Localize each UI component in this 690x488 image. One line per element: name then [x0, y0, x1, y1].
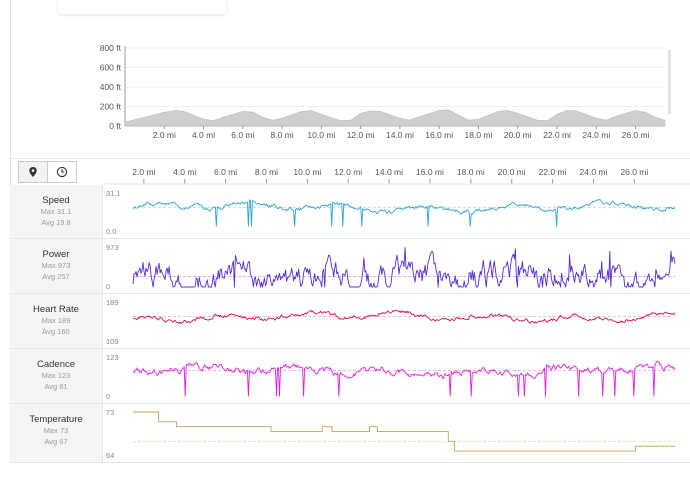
- x-tick-label: 14.0 mi: [375, 167, 403, 177]
- metric-name: Heart Rate: [33, 304, 79, 315]
- cadence-row: Cadence Max 123 Avg 81 123 0: [10, 349, 690, 403]
- metric-max: Max 123: [41, 371, 71, 380]
- metric-charts: Speed Max 31.1 Avg 19.8 31.1 0.0 Power Ma…: [10, 185, 690, 462]
- metric-avg: Avg 81: [44, 382, 68, 391]
- metric-name: Speed: [42, 195, 70, 206]
- metric-avg: Avg 67: [44, 437, 68, 446]
- x-tick-label: 6.0 mi: [214, 167, 237, 177]
- x-tick-label: 2.0 mi: [132, 167, 155, 177]
- x-tick-label: 18.0 mi: [465, 130, 493, 140]
- power-row: Power Max 973 Avg 257 973 0: [10, 239, 690, 293]
- x-tick-label: 14.0 mi: [386, 130, 414, 140]
- y-max-label: 73: [106, 408, 114, 417]
- metric-avg: Avg 257: [42, 272, 70, 281]
- divider: [10, 158, 690, 159]
- metric-max: Max 973: [41, 261, 71, 270]
- heart-rate-row: Heart Rate Max 189 Avg 160 189 109: [10, 294, 690, 348]
- temperature-line: [133, 411, 675, 452]
- x-tick-label: 4.0 mi: [192, 130, 215, 140]
- x-tick-label: 22.0 mi: [539, 167, 567, 177]
- speed-row: Speed Max 31.1 Avg 19.8 31.1 0.0: [10, 185, 690, 238]
- metric-name: Temperature: [29, 414, 83, 425]
- y-max-label: 31.1: [106, 189, 121, 198]
- x-tick-label: 4.0 mi: [173, 167, 196, 177]
- x-tick-label: 8.0 mi: [255, 167, 278, 177]
- x-tick-label: 12.0 mi: [334, 167, 362, 177]
- cadence-chart[interactable]: 123 0: [103, 349, 690, 403]
- x-tick-label: 18.0 mi: [457, 167, 485, 177]
- speed-chart[interactable]: 31.1 0.0: [103, 185, 690, 238]
- y-min-label: 64: [106, 451, 114, 460]
- power-line: [132, 247, 676, 288]
- cadence-label: Cadence Max 123 Avg 81: [10, 349, 103, 403]
- elevation-area: [124, 109, 666, 127]
- y-max-label: 973: [106, 243, 119, 252]
- map-pin-icon: [29, 167, 37, 177]
- y-tick-label: 200 ft: [100, 102, 122, 112]
- x-tick-label: 20.0 mi: [498, 167, 526, 177]
- power-label: Power Max 973 Avg 257: [10, 239, 103, 293]
- distance-axis: 2.0 mi 4.0 mi 6.0 mi 8.0 mi 10.0 mi 12.0 mi 14…: [103, 167, 690, 185]
- x-tick-label: 16.0 mi: [416, 167, 444, 177]
- power-chart[interactable]: 973 0: [103, 239, 690, 293]
- y-tick-label: 800 ft: [100, 43, 122, 53]
- y-tick-label: 0 ft: [109, 121, 121, 131]
- metric-name: Cadence: [36, 359, 76, 370]
- x-tick-label: 24.0 mi: [582, 130, 610, 140]
- y-min-label: 0: [106, 282, 110, 291]
- y-min-label: 109: [106, 337, 119, 346]
- scrollbar-thumb[interactable]: [668, 50, 671, 114]
- metric-max: Max 31.1: [40, 207, 72, 216]
- divider: [10, 238, 690, 239]
- clock-icon: [56, 166, 68, 178]
- y-max-label: 123: [106, 353, 119, 362]
- x-tick-label: 24.0 mi: [580, 167, 608, 177]
- metric-name: Power: [42, 249, 70, 260]
- title-input[interactable]: [58, 0, 226, 14]
- metric-avg: Avg 160: [42, 327, 70, 336]
- x-tick-label: 2.0 mi: [153, 130, 176, 140]
- x-tick-label: 26.0 mi: [622, 130, 650, 140]
- metric-max: Max 73: [43, 426, 69, 435]
- y-min-label: 0: [106, 392, 110, 401]
- heart-rate-label: Heart Rate Max 189 Avg 160: [10, 294, 103, 348]
- divider: [10, 293, 690, 294]
- x-tick-label: 22.0 mi: [543, 130, 571, 140]
- x-tick-label: 8.0 mi: [271, 130, 294, 140]
- x-tick-label: 20.0 mi: [504, 130, 532, 140]
- y-min-label: 0.0: [106, 227, 116, 236]
- heart-rate-line: [132, 309, 676, 325]
- divider: [10, 348, 690, 349]
- elevation-chart: 800 ft 600 ft 400 ft 200 ft 0 ft 2.0 mi 4.0 mi…: [100, 43, 666, 140]
- x-tick-label: 16.0 mi: [425, 130, 453, 140]
- speed-label: Speed Max 31.1 Avg 19.8: [10, 185, 103, 238]
- heart-rate-chart[interactable]: 189 109: [103, 294, 690, 348]
- y-tick-label: 600 ft: [100, 63, 122, 73]
- temperature-row: Temperature Max 73 Avg 67 73 64: [10, 404, 690, 462]
- time-view-tab[interactable]: [47, 161, 77, 183]
- x-tick-label: 26.0 mi: [620, 167, 648, 177]
- cadence-line: [132, 361, 676, 397]
- x-tick-label: 12.0 mi: [347, 130, 375, 140]
- y-max-label: 189: [106, 298, 119, 307]
- x-tick-label: 10.0 mi: [307, 130, 335, 140]
- temperature-label: Temperature Max 73 Avg 67: [10, 404, 103, 462]
- metric-max: Max 189: [41, 316, 71, 325]
- divider: [10, 403, 690, 404]
- x-tick-label: 10.0 mi: [293, 167, 321, 177]
- temperature-chart[interactable]: 73 64: [103, 404, 690, 462]
- speed-line: [132, 198, 676, 227]
- metric-avg: Avg 19.8: [41, 218, 71, 227]
- view-toggle: 2.0 mi 4.0 mi 6.0 mi 8.0 mi 10.0 mi 12.0 mi 14…: [10, 161, 690, 185]
- x-tick-label: 6.0 mi: [231, 130, 254, 140]
- y-tick-label: 400 ft: [100, 82, 122, 92]
